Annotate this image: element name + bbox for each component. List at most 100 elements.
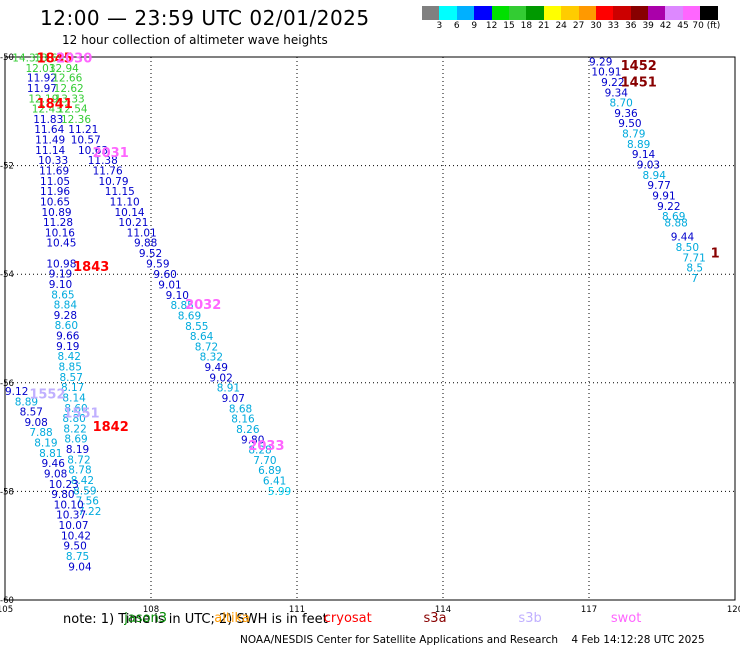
wave-height-value: 9.12 (5, 386, 28, 398)
color-scale-label: 18 (520, 21, 533, 31)
color-swatch (561, 6, 579, 20)
wave-height-value: 11.38 (88, 155, 118, 167)
wave-height-value: 9.14 (632, 149, 656, 161)
wave-height-value: 11.97 (27, 83, 57, 95)
wave-height-value: 8.89 (627, 139, 650, 151)
color-swatch (595, 6, 614, 20)
lon-tick-label: 108 (143, 605, 159, 615)
wave-height-value: 9.80 (241, 434, 264, 446)
lon-tick-label: 120 (727, 605, 740, 615)
wave-height-value: 9.22 (657, 201, 680, 213)
wave-height-value: 8.17 (61, 382, 84, 394)
wave-height-value: 9.91 (652, 190, 675, 202)
color-swatch (474, 6, 492, 20)
wave-height-value: 10.91 (591, 67, 621, 79)
wave-height-value: 6.89 (258, 465, 281, 477)
color-swatch (508, 6, 527, 20)
wave-height-value: 12.19 (28, 93, 58, 105)
color-swatch (543, 6, 562, 20)
wave-height-value: 9.50 (618, 118, 641, 130)
color-scale-label: 30 (590, 21, 602, 31)
color-swatch (578, 6, 596, 20)
satellite-legend: jason3 altika cryosat s3a s3b swot (0, 611, 740, 627)
lat-tick-label: -56 (0, 379, 14, 389)
wave-height-value: 8.78 (68, 465, 91, 477)
wave-height-value: 9.04 (68, 561, 92, 573)
wave-height-value: 8.88 (664, 218, 687, 230)
pass-time-label: 2032 (185, 298, 221, 313)
wave-height-value: 9.08 (44, 468, 67, 480)
wave-height-value: 12.36 (61, 114, 91, 126)
wave-height-value: 9.77 (647, 180, 670, 192)
wave-height-value: 12.66 (52, 73, 82, 85)
pass-time-label: 1552 (29, 388, 65, 403)
wave-height-value: 9.28 (54, 310, 77, 322)
wave-height-value: 11.64 (34, 124, 64, 136)
color-scale-label: 12 (485, 21, 498, 31)
wave-height-value: 8.72 (195, 341, 218, 353)
wave-height-value: 11.83 (33, 114, 63, 126)
wave-height-value: 11.01 (127, 227, 157, 239)
color-swatch (526, 6, 544, 20)
wave-height-value: 9.22 (601, 77, 624, 89)
wave-height-value: 12.94 (49, 63, 79, 75)
color-swatch (613, 6, 631, 20)
wave-height-value: 10.07 (59, 520, 89, 532)
wave-height-value: 9.03 (637, 160, 660, 172)
wave-height-value: 14.33 (12, 53, 42, 65)
wave-height-value: 12.43 (32, 104, 62, 116)
lon-tick-label: 117 (581, 605, 597, 615)
color-scale-label: 45 (677, 21, 689, 31)
wave-height-value: 8.42 (58, 351, 81, 363)
color-scale-label: 21 (538, 21, 550, 31)
wave-height-value: 10.79 (98, 176, 128, 188)
wave-height-value: 8.28 (248, 445, 271, 457)
wave-height-value: 8.59 (73, 485, 96, 497)
footer-credit: NOAA/NESDIS Center for Satellite Applica… (240, 634, 705, 646)
color-swatch (665, 6, 683, 20)
wave-height-value: 11.92 (27, 73, 57, 85)
color-swatch (630, 6, 649, 20)
color-swatch (491, 6, 509, 20)
color-scale-bar (422, 6, 718, 20)
wave-height-value: 9.66 (56, 331, 80, 343)
wave-height-value: 9.60 (153, 269, 176, 281)
wave-height-value: 10.98 (46, 258, 76, 270)
lat-tick-label: -52 (0, 162, 14, 172)
wave-height-value: 9.02 (209, 372, 232, 384)
wave-height-value: 9.08 (24, 417, 47, 429)
wave-height-value: 10.45 (46, 238, 76, 250)
wave-height-value: 8.57 (60, 372, 83, 384)
wave-height-value: 8.57 (20, 407, 43, 419)
pass-time-label: 2033 (248, 439, 284, 454)
map-title: 12:00 — 23:59 UTC 02/01/2025 (40, 6, 370, 30)
wave-height-value: 8.70 (609, 98, 632, 110)
wave-height-value: 8.19 (66, 444, 89, 456)
wave-height-value: 11.15 (105, 186, 135, 198)
wave-height-value: 11.76 (93, 165, 123, 177)
wave-height-value: 8.19 (34, 438, 57, 450)
pass-time-label: 1 (711, 246, 720, 261)
color-scale-labels: 3 6 9 12 15 18 21 24 27 30 33 36 39 42 45 70 (ft) (422, 21, 727, 33)
wave-height-value: 8.64 (190, 331, 214, 343)
wave-height-value: 9.10 (49, 279, 72, 291)
wave-height-value: 8.60 (64, 403, 87, 415)
wave-height-value: 10.33 (38, 155, 68, 167)
wave-height-value: 8.14 (62, 392, 86, 404)
wave-height-value: 11.28 (43, 217, 73, 229)
wave-height-value: 9.19 (49, 269, 72, 281)
lat-tick-label: -50 (0, 53, 14, 63)
wave-height-value: 10.63 (78, 145, 108, 157)
lon-tick-label: 114 (435, 605, 451, 615)
wave-height-value: 8.50 (676, 242, 699, 254)
wave-height-value: 11.69 (39, 165, 69, 177)
wave-height-value: 9.88 (134, 238, 157, 250)
lat-tick-label: -58 (0, 487, 14, 497)
color-swatch (422, 6, 440, 20)
color-scale-label: 24 (555, 21, 567, 31)
wave-height-value: 6.41 (263, 476, 286, 488)
wave-height-value: 8.94 (643, 170, 667, 182)
observation-layer: 14.3313.6312.0312.9411.9212.6611.9712.62… (5, 52, 720, 574)
legend-s3b: s3b (518, 611, 542, 626)
wave-height-value: 10.65 (40, 196, 70, 208)
